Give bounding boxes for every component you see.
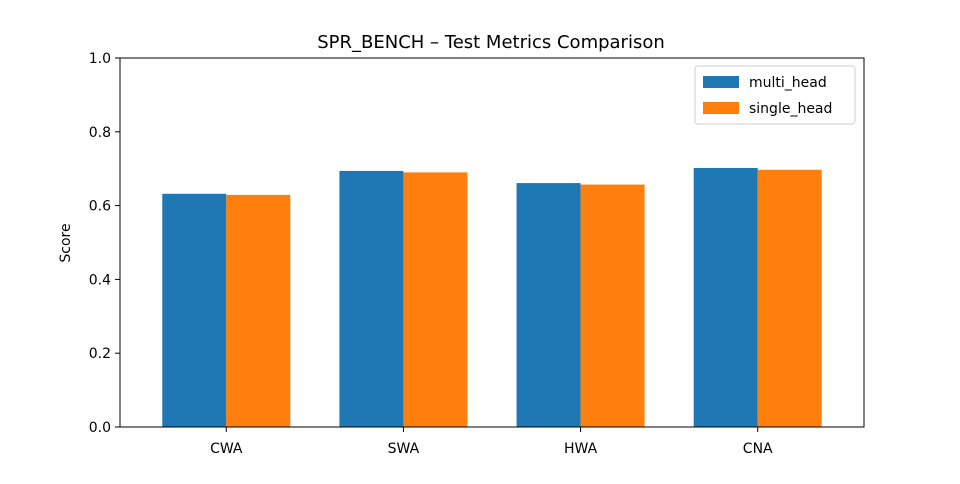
y-tick-label: 0.2 — [89, 346, 111, 362]
y-tick-label: 0.6 — [89, 199, 111, 215]
legend-swatch-single_head — [703, 102, 739, 114]
bar-multi_head-cna — [693, 167, 758, 427]
bar-single_head-hwa — [580, 184, 645, 427]
y-tick-label: 1.0 — [89, 51, 111, 67]
legend-label-multi_head: multi_head — [749, 75, 827, 91]
legend-swatch-multi_head — [703, 76, 739, 88]
y-tick-label: 0.0 — [89, 420, 111, 436]
bar-multi_head-swa — [339, 170, 404, 427]
x-tick-label: HWA — [564, 441, 598, 457]
x-tick-label: SWA — [388, 441, 420, 457]
plot-frame — [119, 57, 865, 428]
bar-single_head-cwa — [226, 194, 291, 427]
y-tick-label: 0.8 — [89, 125, 111, 141]
bar-single_head-swa — [403, 172, 468, 427]
bar-single_head-cna — [757, 169, 822, 427]
bar-multi_head-hwa — [516, 183, 581, 427]
ticks-layer: CWA SWA HWA CNA 0.0 0.2 0.4 0.6 0.8 1.0 — [89, 51, 773, 457]
legend-label-single_head: single_head — [749, 101, 832, 117]
bar-multi_head-cwa — [162, 193, 227, 427]
x-tick-label: CWA — [210, 441, 243, 457]
x-tick-label: CNA — [743, 441, 773, 457]
y-tick-label: 0.4 — [89, 272, 111, 288]
bars-layer — [162, 167, 822, 427]
y-axis-label: Score — [58, 223, 74, 262]
legend: multi_head single_head — [694, 65, 856, 125]
chart-title: SPR_BENCH – Test Metrics Comparison — [317, 32, 665, 53]
